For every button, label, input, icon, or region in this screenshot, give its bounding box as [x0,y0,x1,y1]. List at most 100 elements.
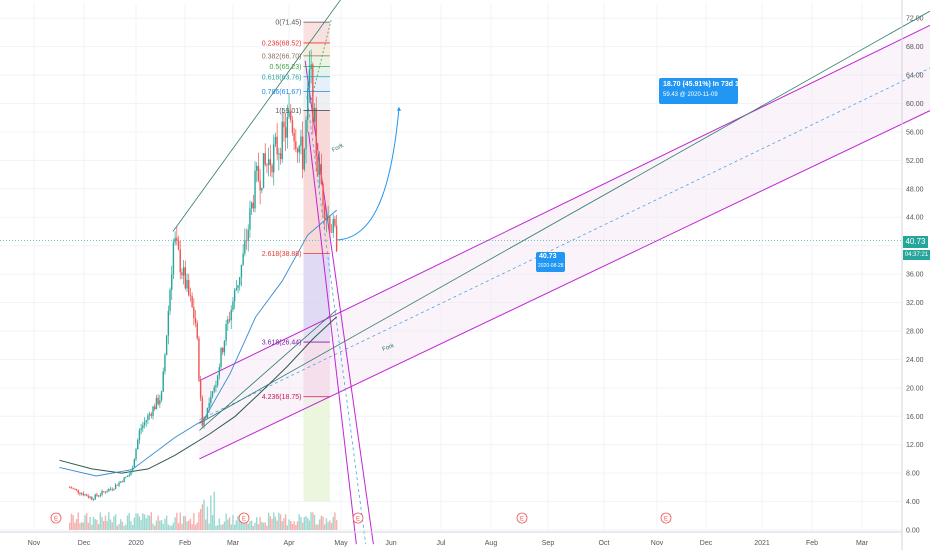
candle-body [164,354,166,372]
volume-bar [256,517,258,530]
volume-bar [86,513,88,530]
candle-body [157,397,159,405]
fib-level-label: 0(71.45) [275,20,301,27]
volume-bar [171,525,173,530]
candle-body [242,253,244,265]
candle-body [262,153,265,188]
volume-bar [266,525,268,530]
candle-body [148,413,151,416]
earnings-marker[interactable] [50,512,62,524]
volume-bar [211,515,214,530]
candle-body [334,218,336,226]
volume-bar [193,513,195,530]
candle-body [327,216,329,218]
price-marker-box[interactable]: 40.73 2020-08-28 [536,252,565,272]
volume-bar [155,520,158,530]
y-tick-label: 0.00 [906,528,920,535]
volume-bar [154,525,156,530]
volume-bar [138,516,141,530]
candle-body [281,121,283,160]
candle-body [324,205,326,220]
candle-body [108,489,110,492]
candle-body [162,371,164,392]
earnings-marker[interactable] [238,512,250,524]
candle-body [113,488,115,490]
volume-bar [247,523,249,530]
volume-bar [80,522,83,530]
volume-bar [203,499,205,530]
candle-body [75,489,78,490]
candle-body [196,323,198,339]
projection-curve [336,107,400,241]
volume-bar [177,523,180,530]
volume-bar [104,515,107,530]
volume-bar [283,518,285,530]
volume-bar [118,523,120,530]
candle-body [210,396,212,404]
y-tick-label: 64.00 [906,73,924,80]
candle-body [169,289,171,312]
volume-bar [150,512,153,530]
volume-bar [223,521,226,530]
candle-body [320,164,323,184]
y-tick-label: 28.00 [906,328,924,335]
volume-bar [184,516,187,530]
pitchfork-label: Fork [331,143,345,154]
volume-bar [165,515,168,530]
volume-bar [72,515,74,530]
fib-level-label: 2.618(38.88) [262,251,302,258]
volume-bar [276,520,278,530]
candle-body [70,487,73,489]
last-price-label: 40.73 [903,236,928,248]
candle-body [278,153,280,155]
fib-trend-line [309,18,332,104]
volume-bar [120,519,122,530]
volume-bar [222,524,224,530]
volume-bar [147,515,149,530]
earnings-marker[interactable] [516,512,528,524]
volume-bar [335,520,338,530]
volume-bar [235,520,238,530]
volume-bar [320,515,323,530]
volume-bar [96,519,98,530]
volume-bar [308,520,311,530]
x-tick-label: Nov [28,540,41,547]
candle-body [184,267,187,289]
candle-body [101,491,103,495]
candle-body [269,159,272,166]
volume-bar [201,504,204,530]
candle-body [206,408,209,418]
candle-body [80,493,83,495]
candle-body [313,107,316,122]
y-tick-label: 56.00 [906,129,924,136]
candle-body [118,482,120,486]
earnings-marker[interactable] [352,512,364,524]
y-tick-label: 8.00 [906,471,920,478]
volume-bar [259,516,261,530]
candle-body [77,489,79,493]
volume-bar [133,517,136,530]
candle-body [237,284,239,289]
volume-bar [220,524,222,530]
volume-bar [108,512,110,530]
y-tick-label: 68.00 [906,44,924,51]
volume-bar [295,525,297,530]
projection-label[interactable]: 18.70 (45.91%) In 73d 1h 59.43 @ 2020-11… [659,78,743,104]
volume-bar [332,516,334,530]
countdown-label: 04:37:21 [903,250,930,260]
volume-bar [288,519,290,530]
volume-bar [152,523,154,530]
volume-bar [301,522,304,530]
candle-body [179,249,181,273]
candle-body [259,180,261,191]
volume-bar [91,524,93,530]
volume-bar [103,520,105,530]
volume-bar [293,521,295,530]
candle-body [216,375,219,386]
candle-body [305,119,307,150]
candle-body [133,459,136,469]
volume-bar [286,525,289,530]
earnings-marker[interactable] [660,512,672,524]
